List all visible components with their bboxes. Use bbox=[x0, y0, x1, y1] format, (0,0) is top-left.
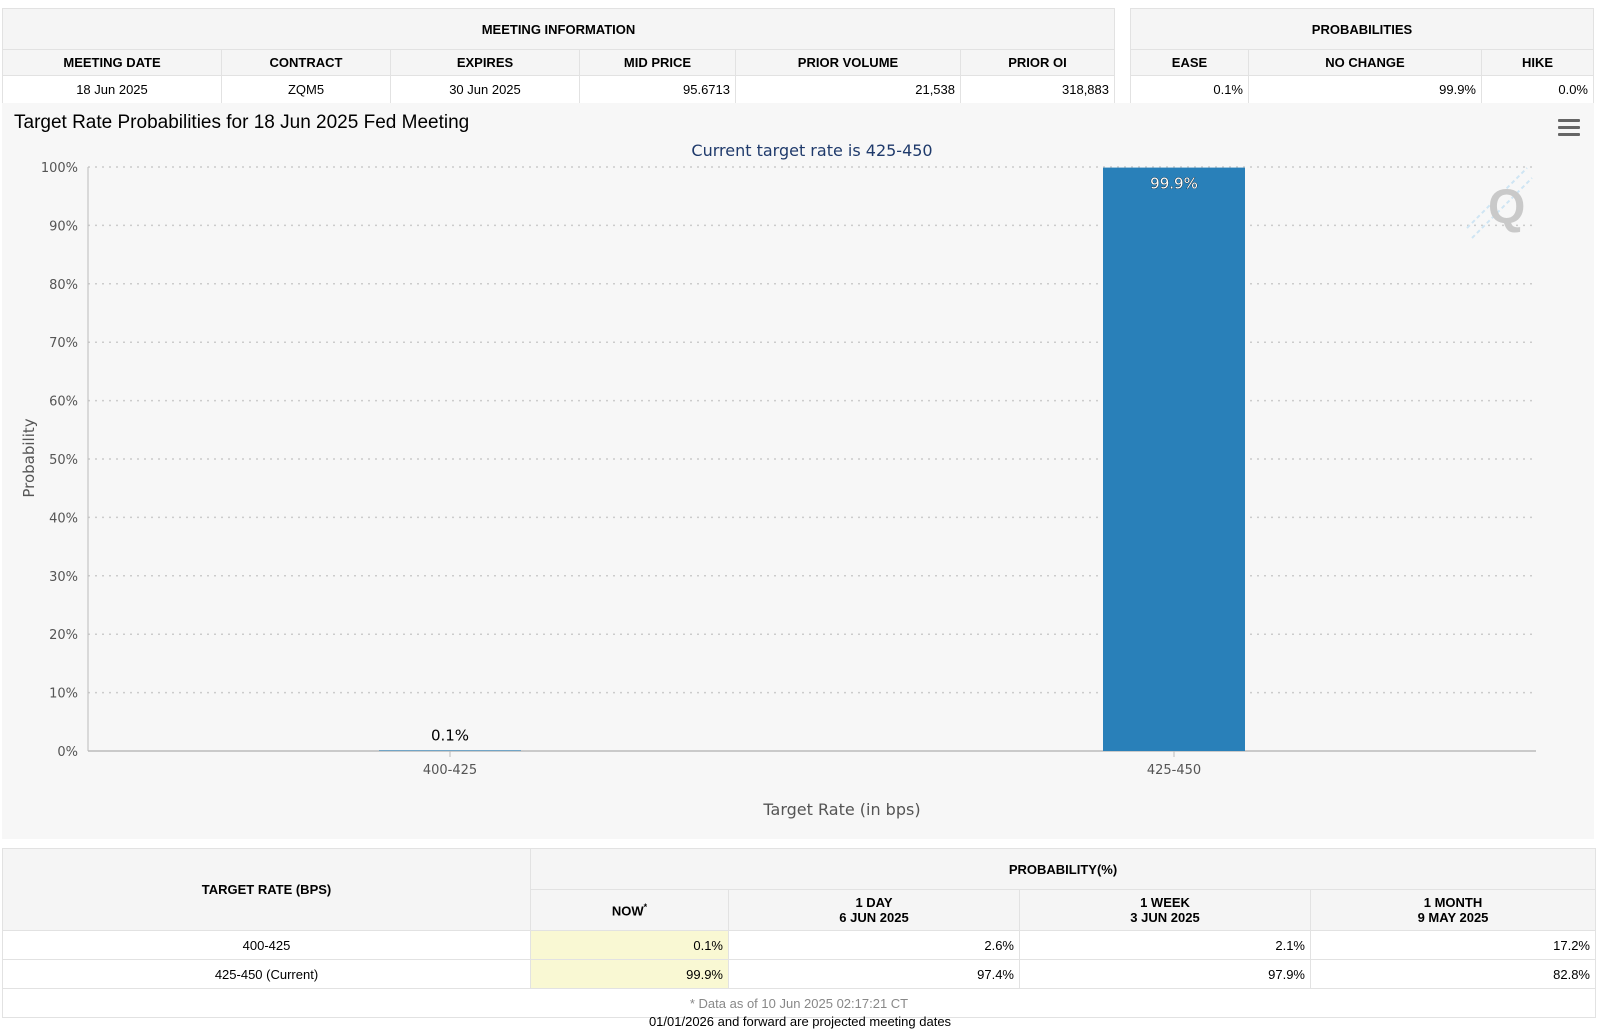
now-cell: 0.1% bbox=[530, 930, 729, 960]
table-row: 425-450 (Current) 99.9% 97.4% 97.9% 82.8… bbox=[2, 959, 1596, 989]
bar-425-450[interactable] bbox=[1103, 167, 1245, 752]
one-week-cell: 2.1% bbox=[1019, 930, 1311, 960]
data-timestamp-note: * Data as of 10 Jun 2025 02:17:21 CT bbox=[2, 988, 1596, 1018]
probabilities-title: PROBABILITIES bbox=[1130, 8, 1594, 50]
bar-400-425[interactable] bbox=[379, 750, 521, 751]
prior-volume-value: 21,538 bbox=[735, 75, 961, 104]
col-ease: EASE bbox=[1130, 49, 1249, 76]
col-now-label: NOW bbox=[611, 903, 644, 919]
col-prior-volume: PRIOR VOLUME bbox=[735, 49, 961, 76]
y-tick-label: 90% bbox=[49, 219, 78, 234]
y-tick-label: 10% bbox=[49, 687, 78, 702]
one-day-cell: 2.6% bbox=[728, 930, 1020, 960]
col-mid-price: MID PRICE bbox=[579, 49, 736, 76]
one-month-cell: 82.8% bbox=[1310, 959, 1596, 989]
ease-value: 0.1% bbox=[1130, 75, 1249, 104]
meeting-information-title: MEETING INFORMATION bbox=[2, 8, 1115, 50]
chart-panel: 0% 10% 20% 30% 40% 50% 60% 70% 80% 90% 100% 400-425… bbox=[2, 103, 1594, 839]
one-week-cell: 97.9% bbox=[1019, 959, 1311, 989]
y-tick-label: 80% bbox=[49, 278, 78, 293]
meeting-information-table: MEETING INFORMATION MEETING DATE CONTRAC… bbox=[2, 8, 1115, 104]
col-now-marker: * bbox=[643, 901, 648, 912]
y-tick-label: 60% bbox=[49, 395, 78, 410]
y-tick-label: 40% bbox=[49, 511, 78, 526]
q-logo-icon: Q bbox=[1466, 167, 1533, 239]
x-tick-label: 425-450 bbox=[1147, 763, 1201, 778]
col-1-month-label: 1 MONTH bbox=[1423, 895, 1483, 910]
col-no-change: NO CHANGE bbox=[1248, 49, 1482, 76]
x-tick-label: 400-425 bbox=[423, 763, 477, 778]
probability-header: PROBABILITY(%) bbox=[530, 848, 1596, 890]
y-tick-label: 50% bbox=[49, 453, 78, 468]
no-change-value: 99.9% bbox=[1248, 75, 1482, 104]
col-now: NOW* bbox=[530, 889, 729, 931]
rate-cell: 425-450 (Current) bbox=[2, 959, 531, 989]
mid-price-value: 95.6713 bbox=[579, 75, 736, 104]
y-tick-label: 70% bbox=[49, 336, 78, 351]
expires-value: 30 Jun 2025 bbox=[390, 75, 580, 104]
col-expires: EXPIRES bbox=[390, 49, 580, 76]
probability-history-table: TARGET RATE (BPS) PROBABILITY(%) NOW* 1 … bbox=[2, 848, 1596, 1018]
now-cell: 99.9% bbox=[530, 959, 729, 989]
col-1-week: 1 WEEK 3 JUN 2025 bbox=[1019, 889, 1311, 931]
y-tick-label: 0% bbox=[57, 745, 78, 760]
y-tick-label: 30% bbox=[49, 570, 78, 585]
col-1-month: 1 MONTH 9 MAY 2025 bbox=[1310, 889, 1596, 931]
hike-value: 0.0% bbox=[1481, 75, 1594, 104]
col-1-day: 1 DAY 6 JUN 2025 bbox=[728, 889, 1020, 931]
y-axis-title: Probability bbox=[20, 418, 38, 497]
y-tick-label: 20% bbox=[49, 628, 78, 643]
col-contract: CONTRACT bbox=[221, 49, 391, 76]
col-prior-oi: PRIOR OI bbox=[960, 49, 1115, 76]
col-1-month-date: 9 MAY 2025 bbox=[1417, 910, 1489, 925]
meeting-date-value: 18 Jun 2025 bbox=[2, 75, 222, 104]
col-1-day-date: 6 JUN 2025 bbox=[839, 910, 909, 925]
one-day-cell: 97.4% bbox=[728, 959, 1020, 989]
projected-dates-note: 01/01/2026 and forward are projected mee… bbox=[648, 1014, 952, 1029]
col-1-day-label: 1 DAY bbox=[855, 895, 893, 910]
x-axis-title: Target Rate (in bps) bbox=[762, 800, 920, 819]
contract-value: ZQM5 bbox=[221, 75, 391, 104]
chart-title: Target Rate Probabilities for 18 Jun 202… bbox=[14, 112, 470, 133]
chart-subtitle: Current target rate is 425-450 bbox=[691, 141, 932, 160]
prior-oi-value: 318,883 bbox=[960, 75, 1115, 104]
table-row: 400-425 0.1% 2.6% 2.1% 17.2% bbox=[2, 930, 1596, 960]
col-meeting-date: MEETING DATE bbox=[2, 49, 222, 76]
col-hike: HIKE bbox=[1481, 49, 1594, 76]
data-label: 99.9% bbox=[1150, 175, 1198, 193]
col-1-week-date: 3 JUN 2025 bbox=[1130, 910, 1200, 925]
rate-cell: 400-425 bbox=[2, 930, 531, 960]
y-tick-label: 100% bbox=[41, 161, 78, 176]
col-1-week-label: 1 WEEK bbox=[1140, 895, 1190, 910]
one-month-cell: 17.2% bbox=[1310, 930, 1596, 960]
hamburger-menu-icon[interactable] bbox=[1558, 119, 1580, 140]
probabilities-table: PROBABILITIES EASE NO CHANGE HIKE 0.1% 9… bbox=[1130, 8, 1594, 104]
bar-chart: 0% 10% 20% 30% 40% 50% 60% 70% 80% 90% 100% 400-425… bbox=[20, 141, 1536, 819]
q-logo-text: Q bbox=[1488, 181, 1525, 234]
data-label: 0.1% bbox=[431, 726, 469, 744]
target-rate-header: TARGET RATE (BPS) bbox=[2, 848, 531, 931]
